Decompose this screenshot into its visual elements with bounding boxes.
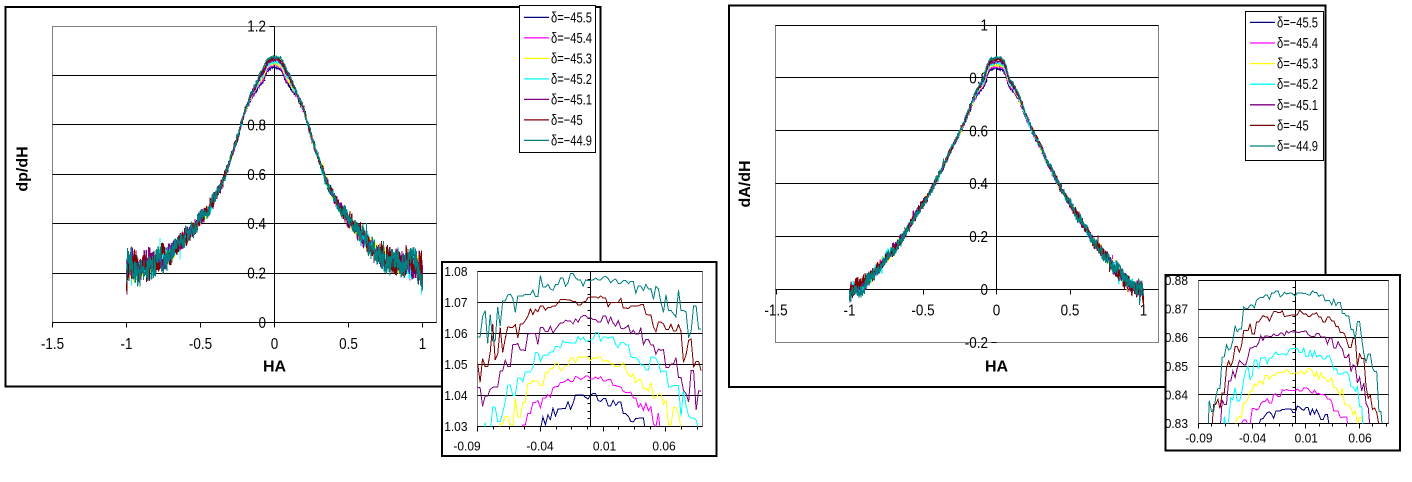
svg-text:0.8: 0.8 (247, 117, 266, 134)
svg-text:-0.2: -0.2 (965, 335, 988, 352)
svg-text:-0.04: -0.04 (526, 439, 553, 454)
svg-text:1: 1 (419, 336, 427, 353)
svg-text:1.03: 1.03 (444, 419, 467, 434)
svg-text:0.85: 0.85 (1165, 359, 1188, 374)
svg-text:1: 1 (981, 18, 989, 35)
svg-text:δ=−45.3: δ=−45.3 (1277, 57, 1318, 73)
svg-text:δ=−45.3: δ=−45.3 (551, 51, 592, 67)
svg-text:HA: HA (263, 359, 287, 376)
svg-text:δ=−45.1: δ=−45.1 (551, 92, 592, 108)
svg-text:0: 0 (981, 282, 989, 299)
svg-text:0.2: 0.2 (247, 266, 266, 283)
svg-text:0: 0 (259, 315, 267, 332)
svg-text:dA/dH: dA/dH (737, 160, 754, 207)
svg-text:-1.5: -1.5 (764, 303, 787, 320)
svg-text:0.83: 0.83 (1165, 416, 1188, 431)
svg-text:δ=−45.5: δ=−45.5 (1277, 15, 1318, 31)
svg-text:-0.04: -0.04 (1239, 431, 1266, 446)
svg-text:δ=−45.4: δ=−45.4 (1277, 36, 1318, 52)
svg-text:1.08: 1.08 (444, 264, 467, 279)
svg-text:0.01: 0.01 (593, 439, 616, 454)
svg-text:0.2: 0.2 (969, 229, 988, 246)
svg-text:-1.5: -1.5 (41, 336, 64, 353)
svg-text:0.6: 0.6 (969, 123, 988, 140)
svg-text:1.05: 1.05 (444, 357, 467, 372)
svg-text:δ=−44.9: δ=−44.9 (1277, 139, 1318, 155)
svg-text:-0.09: -0.09 (453, 439, 480, 454)
svg-text:δ=−45.1: δ=−45.1 (1277, 98, 1318, 114)
svg-text:HA: HA (985, 359, 1009, 376)
svg-text:0.06: 0.06 (652, 439, 675, 454)
svg-text:-0.5: -0.5 (189, 336, 212, 353)
svg-text:δ=−45.2: δ=−45.2 (551, 72, 592, 88)
svg-text:0.5: 0.5 (339, 336, 358, 353)
svg-text:0.06: 0.06 (1348, 431, 1371, 446)
svg-text:δ=−44.9: δ=−44.9 (551, 133, 592, 149)
svg-text:dp/dH: dp/dH (15, 146, 32, 191)
svg-text:0.84: 0.84 (1165, 387, 1188, 402)
svg-text:1.06: 1.06 (444, 326, 467, 341)
svg-text:1.04: 1.04 (444, 388, 467, 403)
svg-text:-1: -1 (121, 336, 133, 353)
svg-text:0.4: 0.4 (969, 176, 988, 193)
svg-text:δ=−45.4: δ=−45.4 (551, 31, 592, 47)
svg-text:-0.5: -0.5 (911, 303, 934, 320)
svg-text:0.88: 0.88 (1165, 273, 1188, 288)
svg-text:δ=−45.2: δ=−45.2 (1277, 77, 1318, 93)
svg-text:-1: -1 (844, 303, 856, 320)
svg-text:0.87: 0.87 (1165, 302, 1188, 317)
svg-text:1: 1 (1140, 303, 1148, 320)
svg-text:0.6: 0.6 (247, 167, 266, 184)
svg-text:1.2: 1.2 (247, 19, 266, 36)
svg-text:δ=−45: δ=−45 (551, 113, 583, 129)
svg-text:1.07: 1.07 (444, 295, 467, 310)
svg-text:δ=−45: δ=−45 (1277, 118, 1309, 134)
svg-text:0.4: 0.4 (247, 216, 266, 233)
svg-text:0: 0 (271, 336, 279, 353)
svg-text:-0.09: -0.09 (1185, 431, 1212, 446)
svg-text:0.01: 0.01 (1295, 431, 1318, 446)
svg-text:δ=−45.5: δ=−45.5 (551, 10, 592, 26)
svg-text:0.86: 0.86 (1165, 330, 1188, 345)
svg-text:0: 0 (993, 303, 1001, 320)
svg-text:0.5: 0.5 (1061, 303, 1080, 320)
